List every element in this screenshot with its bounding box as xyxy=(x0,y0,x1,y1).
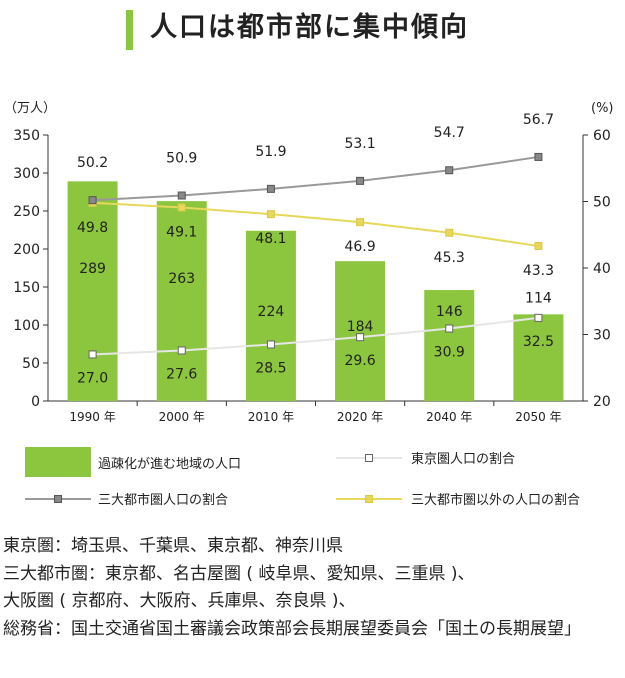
x-tick-label: 2040 年 xyxy=(426,410,472,424)
line-outside-metro-share-marker xyxy=(534,242,543,251)
right-tick-label: 60 xyxy=(593,128,611,144)
bar-depopulating-area xyxy=(245,230,296,401)
outside-metro-share-label: 46.9 xyxy=(344,239,375,255)
title-accent-bar xyxy=(126,10,133,50)
tokyo-share-label: 29.6 xyxy=(344,353,375,369)
tokyo-share-label: 27.6 xyxy=(166,366,197,382)
left-tick-label: 200 xyxy=(13,242,40,258)
tokyo-share-label: 27.0 xyxy=(77,370,108,386)
left-tick-label: 150 xyxy=(13,280,40,296)
note-tokyo-area: 東京圏：埼玉県、千葉県、東京都、神奈川県 xyxy=(3,536,343,556)
bar-value-label: 184 xyxy=(347,319,374,335)
line-tokyo-share-marker xyxy=(445,324,454,333)
bar-value-label: 289 xyxy=(79,261,106,277)
outside-metro-share-label: 49.8 xyxy=(77,220,108,236)
legend-outside-metro-marker xyxy=(365,495,373,503)
line-three-metro-share-marker xyxy=(534,152,543,161)
bar-depopulating-area xyxy=(513,314,564,401)
line-outside-metro-share-marker xyxy=(445,228,454,237)
left-axis-unit: （万人） xyxy=(4,101,56,116)
outside-metro-share-label: 49.1 xyxy=(166,224,197,240)
x-tick-label: 1990 年 xyxy=(69,410,115,424)
legend-three-metro-marker xyxy=(54,495,62,503)
line-tokyo-share-marker xyxy=(266,340,275,349)
note-three-metro-areas: 三大都市圏：東京都、名古屋圏 ( 岐阜県、愛知県、三重県 )、 xyxy=(3,563,475,584)
line-tokyo-share xyxy=(92,316,539,356)
three-metro-share-label: 50.2 xyxy=(77,155,108,171)
legend-three-metro-label: 三大都市圏人口の割合 xyxy=(98,492,228,508)
legend-tokyo-marker xyxy=(365,454,373,462)
line-three-metro-share-marker xyxy=(88,196,97,205)
x-tick-label: 2020 年 xyxy=(337,410,383,424)
bar-depopulating-area xyxy=(424,290,475,401)
tokyo-share-label: 28.5 xyxy=(255,360,286,376)
tokyo-share-label: 30.9 xyxy=(434,345,465,361)
left-tick-label: 350 xyxy=(13,128,40,144)
line-three-metro-share-marker xyxy=(266,184,275,193)
x-tick-label: 2050 年 xyxy=(515,410,561,424)
left-tick-label: 100 xyxy=(13,318,40,334)
line-outside-metro-share xyxy=(92,201,539,248)
footnotes: 東京圏：埼玉県、千葉県、東京都、神奈川県 三大都市圏：東京都、名古屋圏 ( 岐阜… xyxy=(3,533,623,643)
note-source: 総務省：国土交通省国土審議会政策部会長期展望委員会「国土の長期展望」 xyxy=(3,618,581,639)
legend-bar-swatch xyxy=(25,447,91,477)
line-three-metro-share-marker xyxy=(445,166,454,175)
right-tick-label: 40 xyxy=(593,261,611,277)
left-tick-label: 0 xyxy=(31,394,40,410)
right-tick-label: 30 xyxy=(593,328,611,344)
bar-value-label: 114 xyxy=(525,290,552,306)
legend-outside-metro-label: 三大都市圏以外の人口の割合 xyxy=(411,492,580,508)
line-outside-metro-share-marker xyxy=(356,218,365,227)
tokyo-share-label: 32.5 xyxy=(523,334,554,350)
note-osaka-area: 大阪圏 ( 京都府、大阪府、兵庫県、奈良県 )、 xyxy=(3,591,356,611)
chart-title: 人口は都市部に集中傾向 xyxy=(150,12,469,43)
bar-value-label: 224 xyxy=(258,304,285,320)
bar-value-label: 146 xyxy=(436,304,463,320)
line-three-metro-share-marker xyxy=(177,191,186,200)
line-three-metro-share-marker xyxy=(356,176,365,185)
left-tick-label: 300 xyxy=(13,166,40,182)
line-tokyo-share-marker xyxy=(88,350,97,359)
x-tick-label: 2010 年 xyxy=(248,410,294,424)
three-metro-share-label: 54.7 xyxy=(434,125,465,141)
three-metro-share-label: 56.7 xyxy=(523,112,554,128)
right-tick-label: 50 xyxy=(593,195,611,211)
right-axis-unit: (%) xyxy=(591,101,614,116)
three-metro-share-label: 50.9 xyxy=(166,151,197,167)
line-tokyo-share-marker xyxy=(534,313,543,322)
line-outside-metro-share-marker xyxy=(266,210,275,219)
population-chart: （万人） (%) 0 50 100 150 200 250 300 350 20 30 40 50 60 19… xyxy=(4,101,614,508)
outside-metro-share-label: 43.3 xyxy=(523,263,554,279)
bar-depopulating-area xyxy=(335,261,386,401)
outside-metro-share-label: 45.3 xyxy=(434,250,465,266)
bar-depopulating-area xyxy=(67,181,118,401)
bar-depopulating-area xyxy=(156,201,207,401)
legend-bar-label: 過疎化が進む地域の人口 xyxy=(98,457,241,472)
left-tick-label: 250 xyxy=(13,204,40,220)
line-outside-metro-share-marker xyxy=(177,203,186,212)
right-tick-label: 20 xyxy=(593,394,611,410)
three-metro-share-label: 53.1 xyxy=(344,136,375,152)
legend-tokyo-label: 東京圏人口の割合 xyxy=(411,451,515,467)
x-tick-label: 2000 年 xyxy=(159,410,205,424)
line-tokyo-share-marker xyxy=(356,333,365,342)
left-tick-label: 50 xyxy=(22,356,40,372)
line-three-metro-share xyxy=(92,155,539,202)
three-metro-share-label: 51.9 xyxy=(255,144,286,160)
bar-value-label: 263 xyxy=(168,271,195,287)
line-tokyo-share-marker xyxy=(177,346,186,355)
outside-metro-share-label: 48.1 xyxy=(255,231,286,247)
